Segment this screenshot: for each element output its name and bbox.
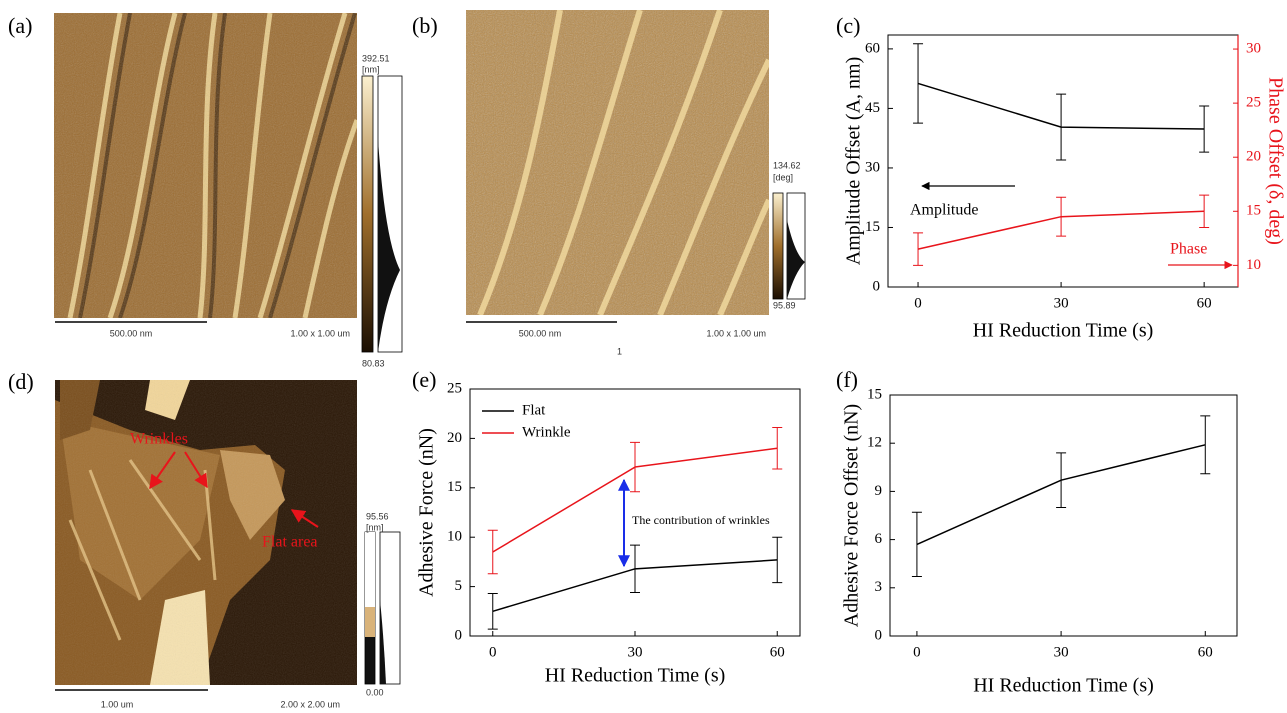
scan-size: 1.00 x 1.00 um [290,328,350,338]
y-tick-label: 15 [867,386,882,402]
series-annotation: Phase [1170,241,1207,258]
x-tick-label: 0 [913,644,921,660]
error-bar [487,529,498,575]
x-axis-title: HI Reduction Time (s) [545,665,726,687]
y-tick-label: 15 [865,219,880,235]
y-tick-label: 20 [447,430,462,446]
error-bar [487,593,498,630]
y-axis-title: Adhesive Force Offset (nN) [841,404,863,627]
y2-tick-label: 25 [1246,95,1261,111]
y2-tick-label: 15 [1246,203,1261,219]
colorbar-unit: [deg] [773,172,793,182]
marker: 1 [617,346,622,356]
error-bar [1199,105,1210,153]
x-tick-label: 30 [628,644,643,660]
error-bar [1056,452,1067,508]
y-tick-label: 30 [865,159,880,175]
panel-label: (d) [8,369,34,394]
legend-label: Wrinkle [522,424,571,440]
afm-image-b [466,10,769,315]
error-bar [772,536,783,584]
y2-tick-label: 30 [1246,40,1261,56]
legend-label: Flat [522,402,546,418]
panel-label: (e) [412,367,436,392]
colorbar-min: 95.89 [773,300,796,310]
panel-label: (c) [836,13,860,38]
panel-label: (f) [836,367,858,392]
x-tick-label: 60 [1198,644,1213,660]
error-bar [1056,93,1067,161]
y-tick-label: 5 [455,578,463,594]
colorbar-b [772,192,806,300]
y-tick-label: 0 [455,627,463,643]
colorbar-max: 95.56 [366,511,389,521]
y2-axis-title: Phase Offset (δ, deg) [1264,77,1286,245]
panel-label: (a) [8,13,32,38]
y-tick-label: 6 [875,531,883,547]
colorbar-max: 392.51 [362,53,390,63]
annotation-arrows [149,451,319,528]
x-axis-title: HI Reduction Time (s) [973,320,1154,342]
x-tick-label: 60 [770,644,785,660]
error-bar [1200,415,1211,475]
scan-size: 1.00 x 1.00 um [706,328,766,338]
y-tick-label: 12 [867,435,882,451]
series-annotation: Amplitude [910,202,978,219]
error-bar [630,441,640,493]
colorbar-max: 134.62 [773,160,801,170]
afm-image-a [54,13,357,318]
x-tick-label: 30 [1054,644,1069,660]
x-tick-label: 0 [489,644,497,660]
y-tick-label: 60 [865,40,880,56]
error-bar [913,232,924,266]
annotation: Wrinkles [130,431,188,448]
colorbar-a [361,75,403,353]
y-tick-label: 15 [447,479,462,495]
y-axis-title: Adhesive Force (nN) [416,428,438,597]
error-bar [772,427,783,470]
plot-frame [889,394,1238,637]
x-tick-label: 30 [1054,295,1069,311]
annotation: The contribution of wrinkles [632,513,770,527]
error-bar [630,544,640,594]
y2-tick-label: 10 [1246,257,1261,273]
afm-image-d [55,380,357,685]
colorbar-min: 80.83 [362,358,385,368]
annotation: Flat area [262,534,318,551]
x-axis-title: HI Reduction Time (s) [973,675,1154,697]
colorbar-unit: [nm] [366,522,384,532]
y2-tick-label: 20 [1246,149,1261,165]
error-bar [1056,196,1067,237]
y-tick-label: 0 [873,278,881,294]
colorbar-min: 0.00 [366,687,384,697]
y-axis-title: Amplitude Offset (A, nm) [843,57,865,266]
colorbar-d [364,531,401,685]
y-tick-label: 45 [865,100,880,116]
y-tick-label: 25 [447,380,462,396]
error-bar [1199,194,1210,229]
colorbar-unit: [nm] [362,64,380,74]
y-tick-label: 0 [875,627,883,643]
scale-bar-label: 500.00 nm [110,328,153,338]
x-tick-label: 0 [914,295,922,311]
error-bar [911,511,922,578]
x-tick-label: 60 [1197,295,1212,311]
error-bar [913,43,924,124]
scale-bar-label: 500.00 nm [519,328,562,338]
y-tick-label: 10 [447,529,462,545]
scan-size: 2.00 x 2.00 um [280,699,340,709]
y-tick-label: 3 [875,579,883,595]
scale-bar-label: 1.00 um [101,699,134,709]
y-tick-label: 9 [875,483,883,499]
panel-label: (b) [412,13,438,38]
